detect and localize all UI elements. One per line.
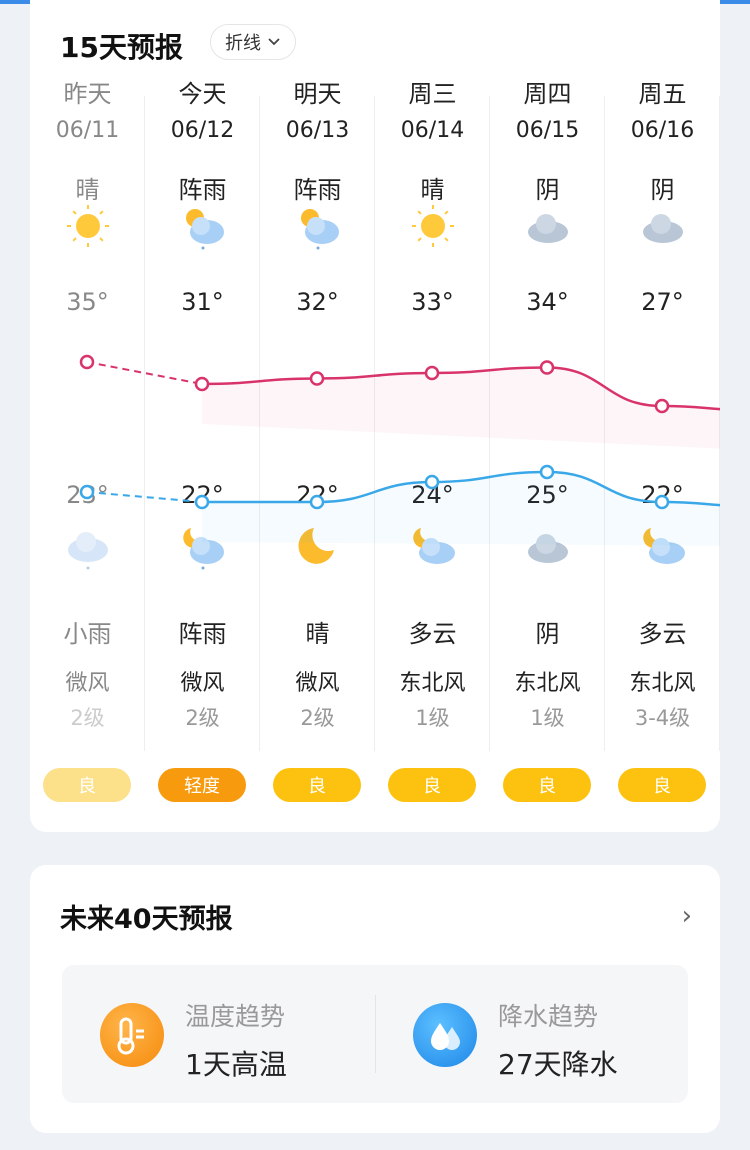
- moon-icon: [298, 528, 334, 564]
- low-temp: 24°: [411, 481, 454, 509]
- night-weather: 阵雨: [178, 620, 227, 648]
- day-label: 周五: [638, 80, 687, 108]
- night-weather: 多云: [408, 620, 457, 648]
- date-label: 06/16: [630, 118, 695, 143]
- day-weather: 阵雨: [178, 176, 227, 204]
- sun-icon: [67, 205, 109, 247]
- day-column[interactable]: 今天 06/12 阵雨 31° 22° 阵雨微风 2级: [145, 80, 260, 751]
- rain-trend-value: 27天降水: [498, 1048, 618, 1081]
- temp-trend[interactable]: 温度趋势 1天高温: [62, 965, 375, 1103]
- sun-cloud-rain-icon: [301, 209, 339, 250]
- temp-trend-value: 1天高温: [185, 1048, 287, 1081]
- aqi-badge[interactable]: 良: [503, 768, 591, 802]
- high-temp: 33°: [411, 288, 454, 316]
- day-column[interactable]: 明天 06/13 阵雨 32° 22° 晴微风 2级: [260, 80, 375, 751]
- day-column[interactable]: 昨天 06/11 晴 35° 23° 小雨微风 2级: [30, 80, 145, 751]
- date-label: 06/14: [400, 118, 465, 143]
- day-label: 今天: [178, 80, 227, 108]
- low-temp: 22°: [181, 481, 224, 509]
- high-temp: 35°: [66, 288, 109, 316]
- high-temp: 27°: [641, 288, 684, 316]
- low-temp: 23°: [66, 481, 109, 509]
- rain-trend[interactable]: 降水趋势 27天降水: [375, 965, 688, 1103]
- night-weather: 晴: [305, 620, 330, 648]
- wind-level: 2级: [300, 706, 335, 730]
- date-label: 06/15: [515, 118, 580, 143]
- date-label: 06/13: [285, 118, 350, 143]
- divider: [375, 995, 376, 1073]
- wind-level: 1级: [530, 706, 565, 730]
- overcast-icon: [528, 534, 568, 563]
- section-title: 未来40天预报: [60, 904, 233, 935]
- wind-direction: 东北风: [514, 671, 581, 696]
- wind-level: 2级: [185, 706, 220, 730]
- view-toggle-dropdown[interactable]: 折线: [210, 24, 296, 60]
- night-weather: 小雨: [63, 620, 112, 648]
- day-column[interactable]: 周四 06/15 阴 34° 25° 阴东北风 1级: [490, 80, 605, 751]
- date-label: 06/12: [170, 118, 235, 143]
- wind-direction: 东北风: [629, 671, 696, 696]
- day-column[interactable]: 周三 06/14 晴 33° 24° 多云东北风 1级: [375, 80, 490, 751]
- aqi-badge[interactable]: 良: [43, 768, 131, 802]
- rain-trend-label: 降水趋势: [498, 1002, 599, 1031]
- day-weather: 晴: [420, 176, 445, 204]
- wind-direction: 微风: [65, 671, 110, 696]
- high-temp: 31°: [181, 288, 224, 316]
- moon-cloud-icon: [413, 528, 455, 564]
- high-temp: 32°: [296, 288, 339, 316]
- aqi-badge[interactable]: 轻度: [158, 768, 246, 802]
- day-label: 周三: [408, 80, 457, 108]
- day-weather: 阴: [650, 176, 675, 204]
- sun-icon: [412, 205, 454, 247]
- trend-summary: 温度趋势 1天高温 降水趋势 27天降水: [62, 965, 688, 1103]
- wind-direction: 微风: [295, 671, 340, 696]
- aqi-badge[interactable]: 良: [388, 768, 476, 802]
- sun-cloud-rain-icon: [186, 209, 224, 250]
- day-column[interactable]: 周五 06/16 阴 27° 22° 多云东北风 3-4级: [605, 80, 720, 751]
- cloud-rain-icon: [68, 532, 108, 570]
- day-label: 昨天: [63, 80, 112, 108]
- day-weather: 阴: [535, 176, 560, 204]
- wind-direction: 微风: [180, 671, 225, 696]
- chevron-right-icon[interactable]: ›: [681, 901, 692, 931]
- wind-level: 3-4级: [634, 706, 691, 730]
- temp-trend-label: 温度趋势: [185, 1002, 286, 1031]
- low-temp: 22°: [641, 481, 684, 509]
- wind-level: 2级: [70, 706, 105, 730]
- overcast-icon: [528, 214, 568, 243]
- day-weather: 晴: [75, 176, 100, 204]
- day-label: 周四: [523, 80, 572, 108]
- thermometer-icon: [100, 1003, 164, 1067]
- low-temp: 22°: [296, 481, 339, 509]
- day-label: 明天: [293, 80, 342, 108]
- moon-cloud-rain-icon: [183, 528, 224, 570]
- forecast-15-card: 15天预报 折线 昨天 06/11 晴 35° 23° 小雨微风 2级良 今天 06/12 阵雨 3…: [30, 0, 720, 832]
- night-weather: 多云: [638, 620, 687, 648]
- high-temp: 34°: [526, 288, 569, 316]
- day-weather: 阵雨: [293, 176, 342, 204]
- night-weather: 阴: [535, 620, 560, 648]
- low-temp: 25°: [526, 481, 569, 509]
- aqi-badge[interactable]: 良: [618, 768, 706, 802]
- chevron-down-icon: [268, 38, 280, 46]
- water-drops-icon: [413, 1003, 477, 1067]
- moon-cloud-icon: [643, 528, 685, 564]
- wind-direction: 东北风: [399, 671, 466, 696]
- forecast-40-card[interactable]: 未来40天预报 › 温度趋势 1天高温 降水趋势 27天降水: [30, 865, 720, 1133]
- section-title: 15天预报: [60, 31, 183, 64]
- wind-level: 1级: [415, 706, 450, 730]
- view-toggle-label: 折线: [225, 33, 261, 54]
- date-label: 06/11: [55, 118, 120, 143]
- aqi-badge[interactable]: 良: [273, 768, 361, 802]
- overcast-icon: [643, 214, 683, 243]
